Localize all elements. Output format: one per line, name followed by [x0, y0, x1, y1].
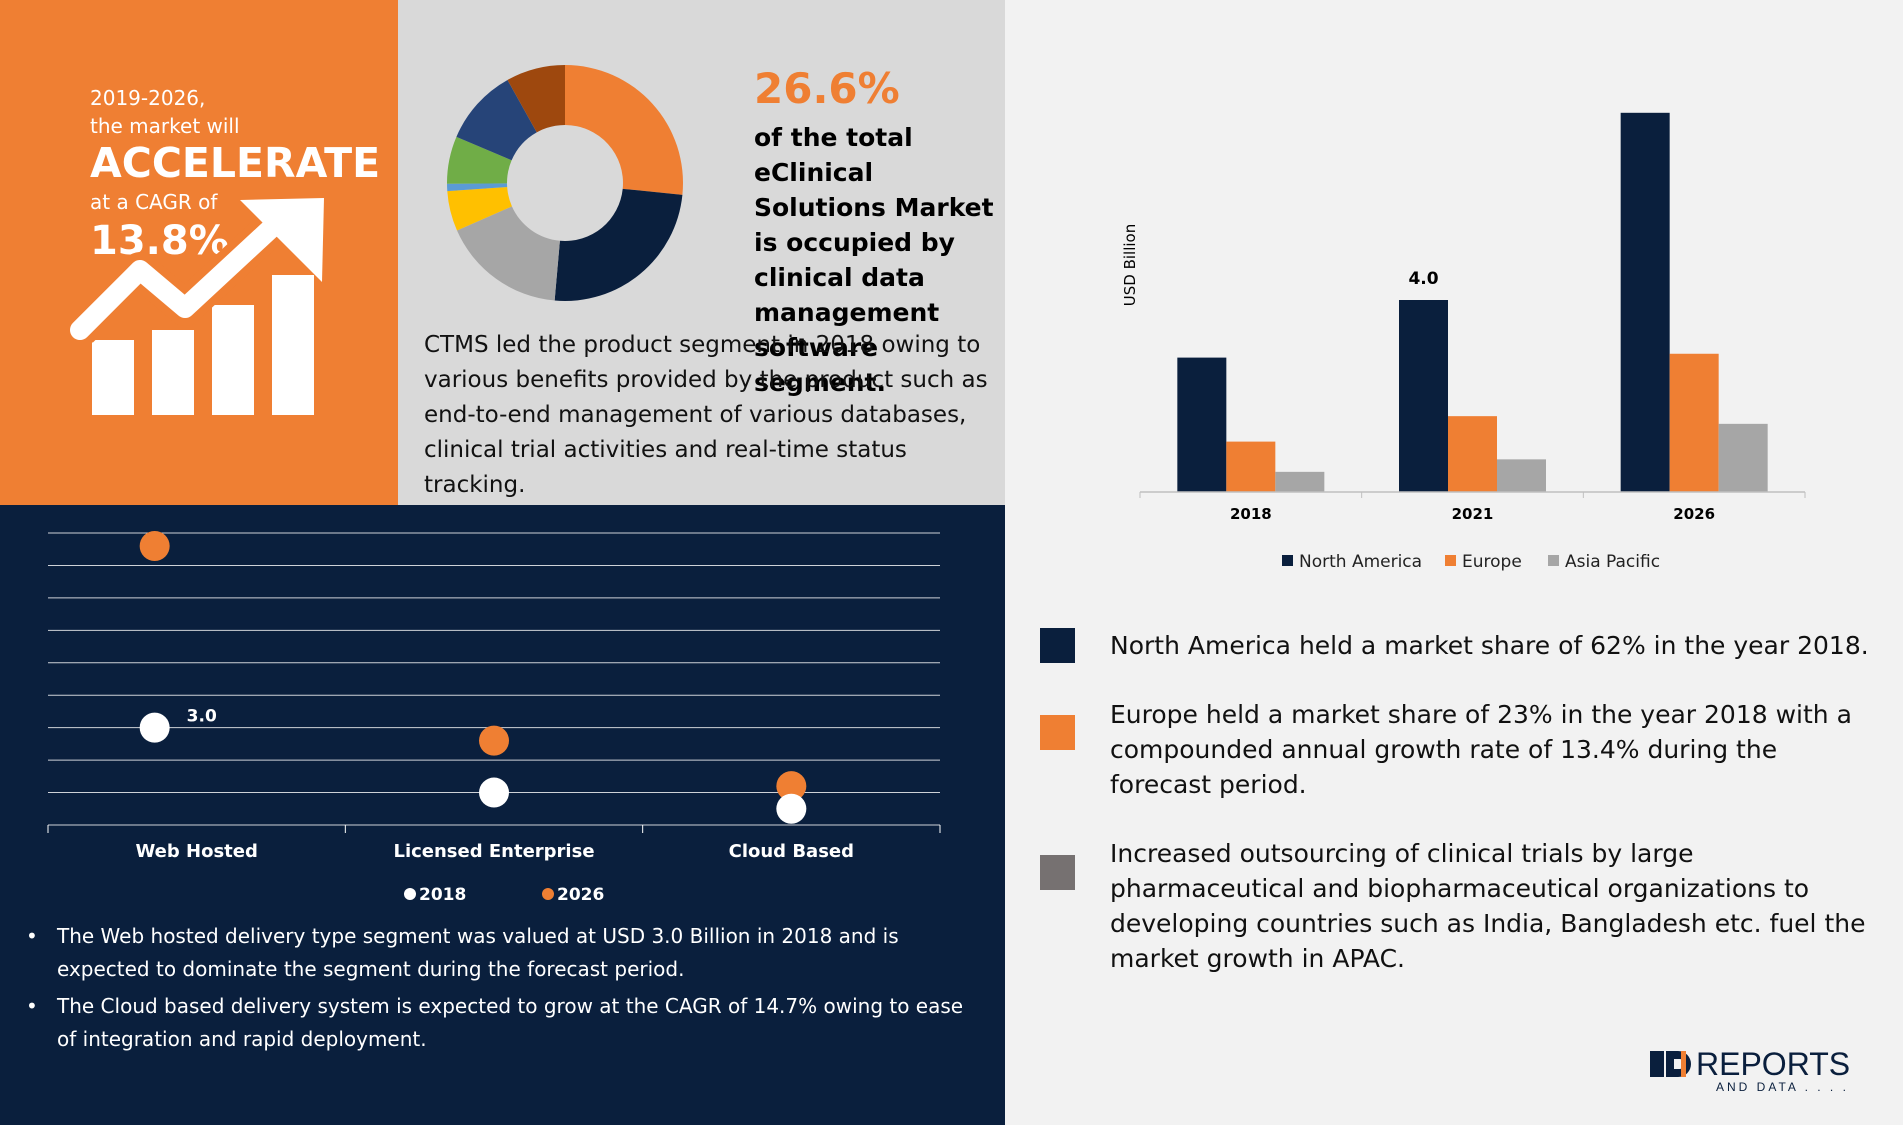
region-note-swatch	[1040, 628, 1075, 663]
ctms-description: CTMS led the product segment in 2018 owi…	[424, 332, 988, 498]
region-note-swatch	[1040, 855, 1075, 890]
bar-europe	[1448, 416, 1497, 492]
data-label: 3.0	[187, 707, 217, 727]
bar-north-america	[1399, 300, 1448, 492]
cagr-label: at a CAGR of	[90, 190, 218, 214]
legend-label: Europe	[1462, 552, 1522, 572]
logo-brand: REPORTS	[1696, 1046, 1850, 1082]
delivery-notes: The Web hosted delivery type segment was…	[26, 920, 966, 1060]
cagr-value: 13.8%	[90, 218, 229, 264]
delivery-note: The Web hosted delivery type segment was…	[26, 920, 966, 986]
category-label: Web Hosted	[135, 841, 257, 862]
product-donut-chart	[447, 65, 683, 301]
market-will-text: the market will	[90, 114, 240, 138]
data-point-2026	[479, 725, 509, 756]
data-point-2018	[776, 793, 807, 824]
bar-asia-pacific	[1718, 423, 1768, 492]
legend-label: Asia Pacific	[1565, 552, 1660, 572]
logo-sub: AND DATA . . . .	[1716, 1080, 1849, 1094]
delivery-dot-chart: Web Hosted Licensed Enterprise Cloud Based…	[47, 530, 941, 905]
data-point-2026	[139, 530, 170, 561]
y-axis-label: USD Billion	[1121, 224, 1139, 306]
donut-slice	[507, 65, 565, 133]
legend-swatch	[1548, 555, 1559, 566]
region-note-text: Europe held a market share of 23% in the…	[1110, 700, 1852, 799]
donut-slice	[457, 206, 560, 301]
legend-marker	[542, 888, 554, 900]
bar-asia-pacific	[1275, 471, 1325, 492]
donut-slice	[554, 188, 683, 301]
region-bar-chart: 2018 2021 2026 USD Billion 4.0 North America…	[1121, 112, 1806, 572]
region-note-text: North America held a market share of 62%…	[1110, 631, 1869, 660]
region-note-swatch	[1040, 715, 1075, 750]
bar-north-america	[1177, 357, 1227, 492]
donut-slice	[456, 79, 537, 161]
data-point-2018	[139, 712, 170, 743]
category-label: Licensed Enterprise	[393, 841, 594, 862]
legend-label: 2018	[419, 885, 466, 905]
donut-slice	[447, 136, 512, 184]
legend-label: 2026	[557, 885, 604, 905]
legend-swatch	[1445, 555, 1456, 566]
data-point-2018	[479, 777, 509, 808]
donut-slice	[447, 183, 508, 192]
category-label: 2021	[1452, 505, 1494, 523]
share-description: of the total eClinical Solutions Market …	[754, 123, 994, 397]
period-text: 2019-2026,	[90, 86, 206, 110]
growth-chart-arrow-icon	[70, 198, 324, 415]
orange-panel	[0, 0, 398, 505]
category-label: Cloud Based	[729, 841, 854, 862]
reports-and-data-logo-icon: REPORTS AND DATA . . . .	[1650, 1046, 1850, 1094]
category-label: 2018	[1230, 505, 1272, 523]
legend-swatch	[1282, 555, 1293, 566]
data-label: 4.0	[1408, 269, 1438, 289]
data-point-2026	[776, 771, 807, 802]
accelerate-headline: ACCELERATE	[90, 139, 381, 187]
bar-asia-pacific	[1497, 459, 1546, 492]
delivery-note: The Cloud based delivery system is expec…	[26, 990, 966, 1056]
legend-marker	[404, 888, 416, 900]
category-label: 2026	[1673, 505, 1715, 523]
bar-europe	[1226, 441, 1276, 492]
bar-north-america	[1620, 112, 1670, 493]
donut-slice	[447, 187, 512, 231]
share-percentage: 26.6%	[754, 64, 900, 113]
donut-slice	[565, 65, 683, 195]
legend-label: North America	[1299, 552, 1422, 572]
region-note-text: Increased outsourcing of clinical trials…	[1110, 839, 1866, 973]
bar-europe	[1669, 353, 1719, 492]
